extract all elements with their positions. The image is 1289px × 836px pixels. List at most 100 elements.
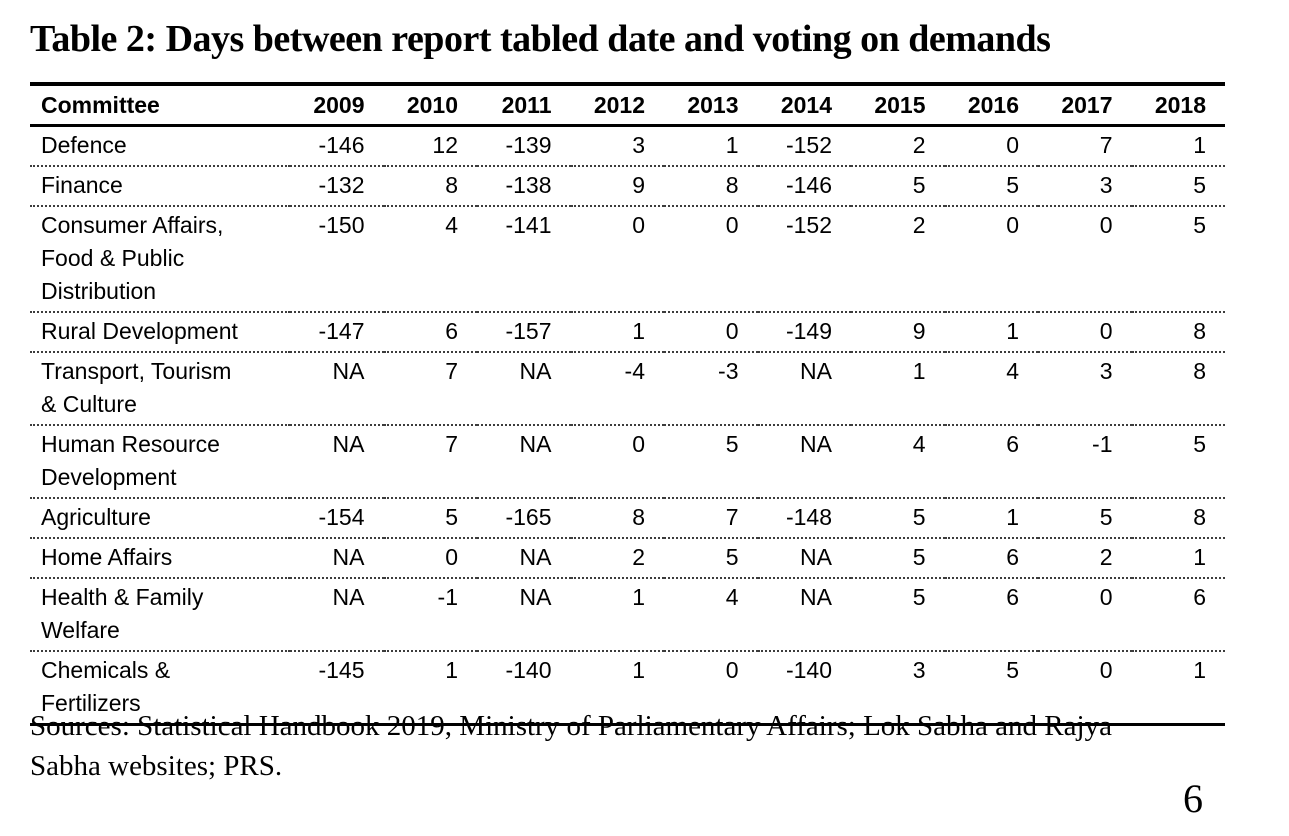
value-cell: 0 bbox=[1099, 657, 1113, 683]
value-cell: NA bbox=[800, 544, 832, 570]
value-cell: 5 bbox=[725, 431, 739, 457]
value-cell: 0 bbox=[1099, 212, 1113, 238]
value-cell: -138 bbox=[505, 172, 552, 198]
table-header-row: Committee 2009 2010 2011 2012 2013 2014 2015 201… bbox=[30, 84, 1225, 126]
value-cell: -3 bbox=[718, 358, 739, 384]
table-row: Defence -146 12 -139 3 1 -152 2 0 7 1 bbox=[30, 126, 1225, 166]
value-cell: 1 bbox=[725, 132, 739, 158]
value-cell: -140 bbox=[785, 657, 832, 683]
value-cell: -157 bbox=[505, 318, 552, 344]
value-cell: 7 bbox=[445, 431, 458, 457]
value-cell: NA bbox=[332, 584, 365, 610]
value-cell: NA bbox=[800, 431, 832, 457]
value-cell: -152 bbox=[785, 212, 832, 238]
value-cell: 5 bbox=[912, 172, 926, 198]
value-cell: 3 bbox=[1099, 172, 1113, 198]
table-row: Consumer Affairs, Food & Public Distribu… bbox=[30, 206, 1225, 312]
table-row: Chemicals & Fertilizers -145 1 -140 1 0 -140 3 5… bbox=[30, 651, 1225, 725]
value-cell: -149 bbox=[785, 318, 832, 344]
column-header-year-2016: 2016 bbox=[967, 92, 1019, 118]
value-cell: 1 bbox=[1006, 318, 1019, 344]
committee-name-cell: Home Affairs bbox=[41, 544, 173, 570]
value-cell: -141 bbox=[505, 212, 552, 238]
value-cell: NA bbox=[332, 358, 365, 384]
committee-name-cell: Finance bbox=[41, 172, 123, 198]
value-cell: 0 bbox=[632, 212, 645, 238]
value-cell: 7 bbox=[725, 504, 739, 530]
value-cell: NA bbox=[519, 584, 552, 610]
value-cell: 5 bbox=[912, 544, 926, 570]
value-cell: 6 bbox=[1006, 544, 1019, 570]
column-header-year-2009: 2009 bbox=[313, 92, 365, 118]
column-header-year-2013: 2013 bbox=[687, 92, 739, 118]
value-cell: 5 bbox=[1006, 172, 1019, 198]
value-cell: 1 bbox=[1193, 132, 1206, 158]
committee-name-cell: Transport, Tourism & Culture bbox=[41, 358, 232, 417]
value-cell: 9 bbox=[632, 172, 645, 198]
table-row: Home Affairs NA 0 NA 2 5 NA 5 6 2 1 bbox=[30, 538, 1225, 578]
value-cell: -1 bbox=[437, 584, 458, 610]
value-cell: 8 bbox=[1193, 318, 1206, 344]
value-cell: -1 bbox=[1092, 431, 1113, 457]
value-cell: 2 bbox=[1099, 544, 1113, 570]
demands-voting-table: Committee 2009 2010 2011 2012 2013 2014 2015 201… bbox=[30, 82, 1225, 726]
table-row: Finance -132 8 -138 9 8 -146 5 5 3 5 bbox=[30, 166, 1225, 206]
value-cell: NA bbox=[519, 431, 552, 457]
table-row: Agriculture -154 5 -165 8 7 -148 5 1 5 8 bbox=[30, 498, 1225, 538]
value-cell: -4 bbox=[624, 358, 645, 384]
value-cell: 5 bbox=[912, 504, 926, 530]
table-row: Rural Development -147 6 -157 1 0 -149 9 1 0 8 bbox=[30, 312, 1225, 352]
value-cell: 1 bbox=[632, 318, 645, 344]
column-header-year-2015: 2015 bbox=[874, 92, 926, 118]
value-cell: 2 bbox=[912, 212, 926, 238]
value-cell: 1 bbox=[632, 657, 645, 683]
value-cell: 6 bbox=[1006, 584, 1019, 610]
value-cell: NA bbox=[800, 584, 832, 610]
column-header-year-2017: 2017 bbox=[1061, 92, 1113, 118]
value-cell: 1 bbox=[445, 657, 458, 683]
value-cell: 0 bbox=[445, 544, 458, 570]
committee-name-cell: Chemicals & Fertilizers bbox=[41, 657, 171, 716]
value-cell: 8 bbox=[445, 172, 458, 198]
value-cell: -165 bbox=[505, 504, 552, 530]
value-cell: 0 bbox=[1006, 212, 1019, 238]
value-cell: -146 bbox=[785, 172, 832, 198]
value-cell: 0 bbox=[1006, 132, 1019, 158]
column-header-committee: Committee bbox=[41, 92, 160, 118]
sources-note: Sources: Statistical Handbook 2019, Mini… bbox=[30, 710, 1112, 782]
column-header-year-2010: 2010 bbox=[406, 92, 458, 118]
value-cell: 5 bbox=[1193, 172, 1206, 198]
value-cell: 5 bbox=[1006, 657, 1019, 683]
value-cell: 6 bbox=[1006, 431, 1019, 457]
column-header-year-2012: 2012 bbox=[593, 92, 645, 118]
value-cell: 3 bbox=[632, 132, 645, 158]
value-cell: -140 bbox=[505, 657, 552, 683]
value-cell: 0 bbox=[725, 318, 739, 344]
table-row: Transport, Tourism & Culture NA 7 NA -4 -3 NA 1… bbox=[30, 352, 1225, 425]
value-cell: 0 bbox=[725, 212, 739, 238]
value-cell: 5 bbox=[725, 544, 739, 570]
value-cell: -139 bbox=[505, 132, 552, 158]
value-cell: 5 bbox=[912, 584, 926, 610]
committee-name-cell: Consumer Affairs, Food & Public Distribu… bbox=[41, 212, 224, 304]
table-title: Table 2: Days between report tabled date… bbox=[30, 18, 1051, 60]
value-cell: 5 bbox=[445, 504, 458, 530]
value-cell: 1 bbox=[632, 584, 645, 610]
value-cell: -132 bbox=[318, 172, 365, 198]
committee-name-cell: Human Resource Development bbox=[41, 431, 220, 490]
value-cell: 5 bbox=[1099, 504, 1113, 530]
value-cell: 8 bbox=[725, 172, 739, 198]
value-cell: NA bbox=[519, 358, 552, 384]
value-cell: 8 bbox=[1193, 504, 1206, 530]
value-cell: NA bbox=[332, 431, 365, 457]
value-cell: 0 bbox=[632, 431, 645, 457]
table-row: Health & Family Welfare NA -1 NA 1 4 NA 5 6 0 6 bbox=[30, 578, 1225, 651]
value-cell: -148 bbox=[785, 504, 832, 530]
value-cell: 1 bbox=[912, 358, 926, 384]
committee-name-cell: Rural Development bbox=[41, 318, 238, 344]
value-cell: 7 bbox=[445, 358, 458, 384]
value-cell: -146 bbox=[318, 132, 365, 158]
value-cell: -152 bbox=[785, 132, 832, 158]
value-cell: -147 bbox=[318, 318, 365, 344]
value-cell: 3 bbox=[912, 657, 926, 683]
